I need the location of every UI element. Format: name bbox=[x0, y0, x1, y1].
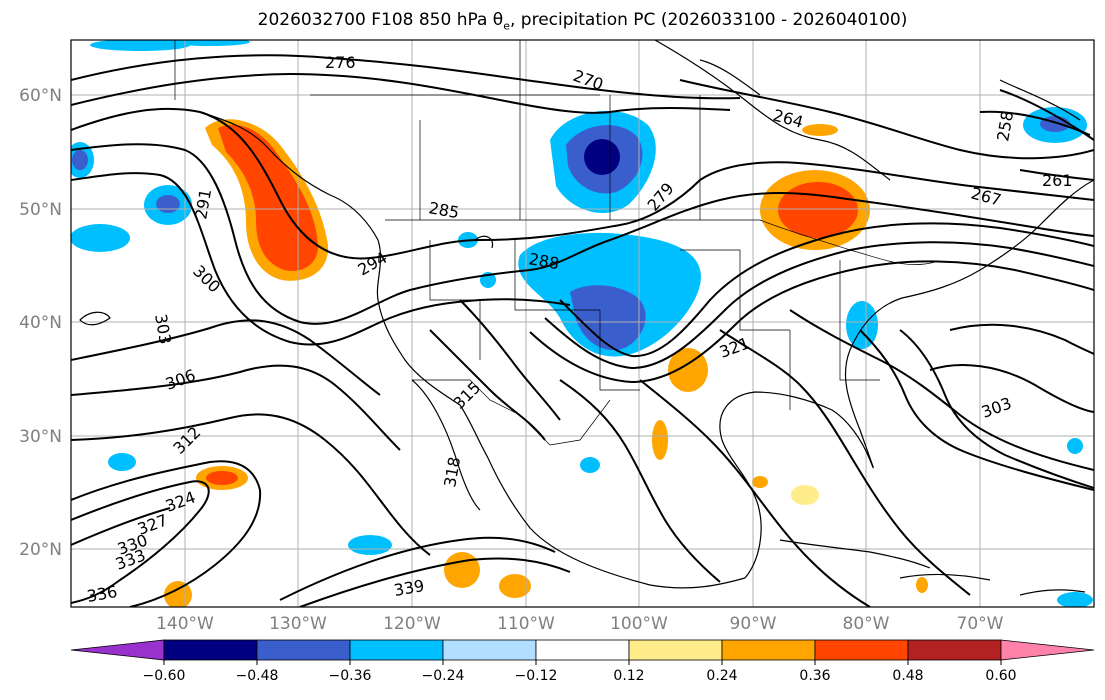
precip-area-central-plains-core bbox=[570, 285, 646, 351]
colorbar-cell bbox=[349, 639, 444, 661]
lon-label: 110°W bbox=[497, 614, 555, 634]
precip-area-28 bbox=[652, 420, 668, 460]
colorbar-cell bbox=[535, 639, 630, 661]
precip-area-3 bbox=[71, 224, 130, 252]
precip-area-23 bbox=[752, 476, 768, 488]
graticule bbox=[71, 40, 1094, 607]
colorbar-cell bbox=[442, 639, 537, 661]
precip-area-12 bbox=[444, 552, 480, 588]
colorbar-cell bbox=[256, 639, 351, 661]
precip-area-5 bbox=[72, 150, 88, 170]
precip-area-16 bbox=[108, 453, 136, 471]
longitude-labels: 140°W 130°W 120°W 110°W 100°W 90°W 80°W … bbox=[156, 614, 1004, 634]
colorbar-tick-label: 0.36 bbox=[799, 668, 830, 684]
lat-label: 50°N bbox=[19, 200, 62, 220]
colorbar-cell bbox=[628, 639, 723, 661]
precip-area-8 bbox=[846, 301, 878, 349]
map-title: 2026032700 F108 850 hPa θe, precipitatio… bbox=[257, 10, 908, 33]
colorbar-cells bbox=[70, 639, 1095, 661]
precip-area-15 bbox=[348, 535, 392, 555]
lon-label: 120°W bbox=[383, 614, 441, 634]
lon-label: 100°W bbox=[610, 614, 668, 634]
lat-label: 40°N bbox=[19, 313, 62, 333]
precip-area-9 bbox=[668, 348, 708, 392]
colorbar-cell bbox=[907, 639, 1002, 661]
theta-e-contours bbox=[71, 54, 1094, 607]
colorbar-ticks: −0.60 −0.48 −0.36 −0.24 −0.12 0.12 0.24 0.36 0.4… bbox=[143, 660, 1017, 684]
colorbar-tick-label: −0.12 bbox=[515, 668, 558, 684]
colorbar-tick-label: 0.12 bbox=[613, 668, 644, 684]
lat-label: 60°N bbox=[19, 86, 62, 106]
map-plot-area: 276 270 264 258 261 267 291 285 279 294 … bbox=[71, 40, 1094, 607]
precip-area-17 bbox=[802, 124, 838, 136]
precip-area-18 bbox=[1057, 592, 1093, 607]
colorbar-cell bbox=[70, 639, 165, 661]
precip-area-22 bbox=[791, 485, 819, 505]
lon-label: 70°W bbox=[957, 614, 1004, 634]
precip-area-2 bbox=[156, 195, 180, 213]
precip-area-13 bbox=[499, 574, 531, 598]
colorbar-cell bbox=[814, 639, 909, 661]
precip-area-7 bbox=[1040, 116, 1070, 132]
precip-area-prairies-core bbox=[584, 139, 620, 175]
colorbar-tick-label: −0.60 bbox=[143, 668, 186, 684]
precip-area-11 bbox=[206, 471, 238, 485]
precip-area-pacific-nw-core bbox=[218, 124, 318, 271]
colorbar-cell bbox=[1000, 639, 1095, 661]
lat-label: 30°N bbox=[19, 427, 62, 447]
lon-label: 140°W bbox=[156, 614, 214, 634]
precip-area-27 bbox=[170, 40, 250, 46]
precip-area-21 bbox=[580, 457, 600, 473]
precip-area-24 bbox=[916, 577, 928, 593]
colorbar-tick-label: 0.48 bbox=[892, 668, 923, 684]
contour-label: 261 bbox=[1042, 171, 1073, 190]
lon-label: 130°W bbox=[269, 614, 327, 634]
lat-label: 20°N bbox=[19, 540, 62, 560]
colorbar: −0.60 −0.48 −0.36 −0.24 −0.12 0.12 0.24 0.36 0.4… bbox=[70, 639, 1095, 684]
colorbar-tick-label: −0.24 bbox=[422, 668, 465, 684]
lon-label: 90°W bbox=[730, 614, 777, 634]
contour-label: 276 bbox=[325, 53, 356, 72]
precip-area-great-lakes-core bbox=[778, 182, 858, 238]
map-frame bbox=[70, 39, 1095, 608]
precip-area-25 bbox=[1067, 438, 1083, 454]
colorbar-cell bbox=[721, 639, 816, 661]
colorbar-tick-label: 0.60 bbox=[985, 668, 1016, 684]
latitude-labels: 60°N 50°N 40°N 30°N 20°N bbox=[19, 86, 62, 560]
colorbar-tick-label: −0.48 bbox=[236, 668, 279, 684]
colorbar-tick-label: −0.36 bbox=[329, 668, 372, 684]
colorbar-cell bbox=[163, 639, 258, 661]
colorbar-tick-label: 0.24 bbox=[706, 668, 737, 684]
precip-area-26 bbox=[90, 40, 190, 51]
lon-label: 80°W bbox=[843, 614, 890, 634]
